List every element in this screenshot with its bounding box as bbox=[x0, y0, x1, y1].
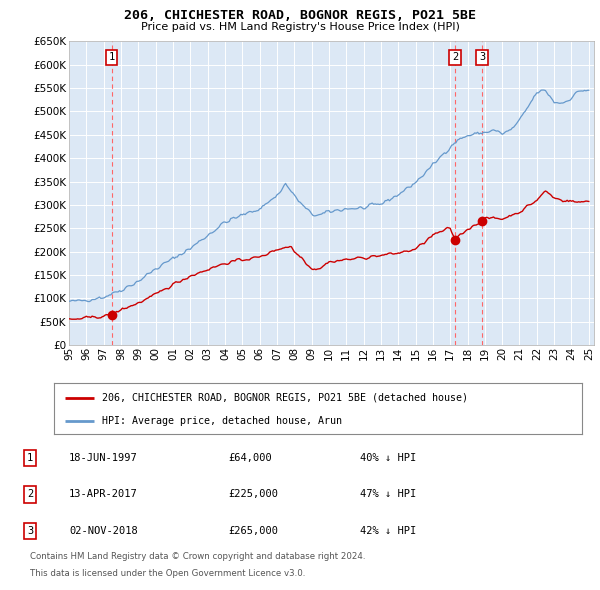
Text: 2: 2 bbox=[27, 490, 33, 499]
Text: 02-NOV-2018: 02-NOV-2018 bbox=[69, 526, 138, 536]
Text: Price paid vs. HM Land Registry's House Price Index (HPI): Price paid vs. HM Land Registry's House … bbox=[140, 22, 460, 32]
Text: 1: 1 bbox=[27, 453, 33, 463]
Text: 2: 2 bbox=[452, 53, 458, 63]
Text: 3: 3 bbox=[479, 53, 485, 63]
Text: 206, CHICHESTER ROAD, BOGNOR REGIS, PO21 5BE (detached house): 206, CHICHESTER ROAD, BOGNOR REGIS, PO21… bbox=[101, 392, 467, 402]
Text: 3: 3 bbox=[27, 526, 33, 536]
Text: Contains HM Land Registry data © Crown copyright and database right 2024.: Contains HM Land Registry data © Crown c… bbox=[30, 552, 365, 561]
Text: 1: 1 bbox=[109, 53, 115, 63]
Text: £225,000: £225,000 bbox=[228, 490, 278, 499]
Text: 47% ↓ HPI: 47% ↓ HPI bbox=[360, 490, 416, 499]
Text: This data is licensed under the Open Government Licence v3.0.: This data is licensed under the Open Gov… bbox=[30, 569, 305, 578]
Text: HPI: Average price, detached house, Arun: HPI: Average price, detached house, Arun bbox=[101, 416, 341, 426]
Text: £64,000: £64,000 bbox=[228, 453, 272, 463]
Text: 18-JUN-1997: 18-JUN-1997 bbox=[69, 453, 138, 463]
Text: 42% ↓ HPI: 42% ↓ HPI bbox=[360, 526, 416, 536]
Text: 13-APR-2017: 13-APR-2017 bbox=[69, 490, 138, 499]
Text: £265,000: £265,000 bbox=[228, 526, 278, 536]
Text: 206, CHICHESTER ROAD, BOGNOR REGIS, PO21 5BE: 206, CHICHESTER ROAD, BOGNOR REGIS, PO21… bbox=[124, 9, 476, 22]
Text: 40% ↓ HPI: 40% ↓ HPI bbox=[360, 453, 416, 463]
